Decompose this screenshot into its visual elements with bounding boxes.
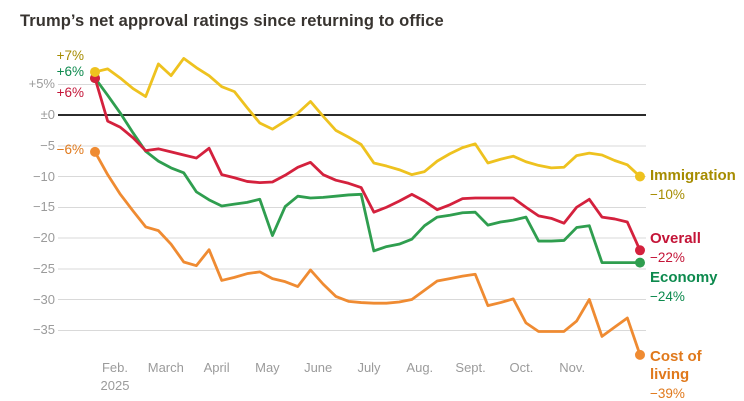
series-label-economy: Economy −24% <box>650 269 744 306</box>
series-name: Cost of living <box>650 348 702 383</box>
series-end-value: −10% <box>650 187 685 202</box>
series-end-value: −22% <box>650 250 685 265</box>
x-tick-label: Sept. <box>455 360 486 375</box>
y-tick-label: −30 <box>32 291 55 307</box>
chart-title: Trump’s net approval ratings since retur… <box>20 12 444 30</box>
y-tick-label: −25 <box>32 260 55 276</box>
x-tick-label: May <box>255 360 280 375</box>
y-tick-label: −10 <box>32 168 55 184</box>
line-immigration <box>94 57 641 178</box>
start-value-overall: +6% <box>56 85 84 100</box>
start-value-cost-of-living: −6% <box>56 142 84 157</box>
end-dot-cost-of-living <box>635 349 645 360</box>
y-tick-label: −20 <box>32 230 55 245</box>
x-tick-label: June <box>304 360 333 375</box>
y-tick-label: −35 <box>32 322 55 338</box>
series-label-overall: Overall −22% <box>650 230 744 267</box>
x-tick-label: Feb. <box>101 360 128 375</box>
series-label-immigration: Immigration −10% <box>650 167 744 204</box>
x-tick-label: March <box>147 360 184 375</box>
end-dot-overall <box>635 245 645 256</box>
series-name: Overall <box>650 230 701 247</box>
y-tick-label: +5% <box>28 76 55 92</box>
series-name: Economy <box>650 269 718 286</box>
x-tick-label: Aug. <box>406 360 434 375</box>
start-value-economy: +6% <box>56 64 84 79</box>
x-tick-label: Oct. <box>509 360 534 375</box>
start-value-immigration: +7% <box>56 48 84 63</box>
start-dot-immigration <box>90 66 100 77</box>
x-tick-label: April <box>203 360 230 375</box>
y-tick-label: ±0 <box>40 107 55 122</box>
y-tick-label: −5 <box>40 137 55 153</box>
series-name: Immigration <box>650 167 736 184</box>
series-end-value: −39% <box>650 386 685 401</box>
line-cost-of-living <box>93 151 642 356</box>
end-dot-economy <box>635 257 645 268</box>
end-dot-immigration <box>635 171 645 182</box>
series-end-value: −24% <box>650 289 685 304</box>
x-tick-label: Nov. <box>559 360 586 375</box>
line-economy <box>93 77 640 265</box>
series-label-cost-of-living: Cost of living −39% <box>650 348 744 401</box>
x-tick-label: July <box>357 360 381 375</box>
x-tick-year-label: 2025 <box>100 378 130 393</box>
start-dot-cost-of-living <box>90 146 100 157</box>
y-tick-label: −15 <box>32 199 55 215</box>
line-overall <box>93 77 642 251</box>
